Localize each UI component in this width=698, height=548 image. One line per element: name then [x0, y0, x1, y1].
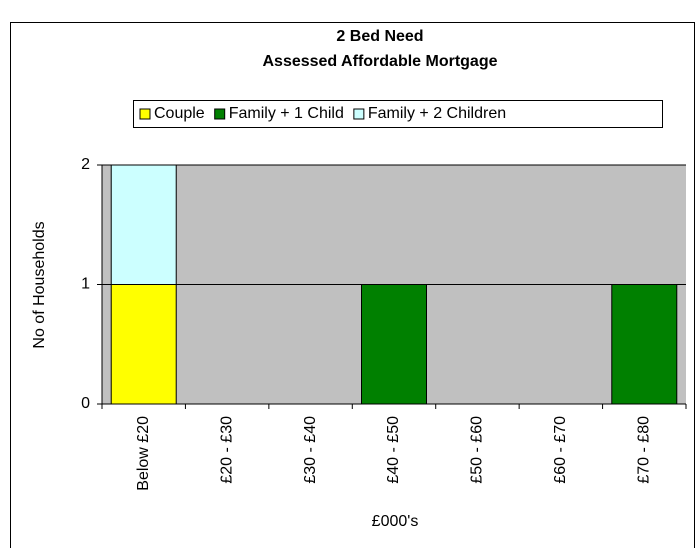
chart-title: 2 Bed Need — [336, 28, 423, 45]
x-tick-label: £30 - £40 — [302, 416, 319, 484]
legend-swatch — [214, 108, 226, 120]
x-tick-label: £70 - £80 — [636, 416, 653, 484]
chart-subtitle: Assessed Affordable Mortgage — [262, 53, 497, 70]
x-tick-label: £60 - £70 — [552, 416, 569, 484]
legend: Couple Family + 1 Child Family + 2 Childre… — [133, 100, 663, 128]
bar-segment — [611, 284, 678, 405]
y-tick-label: 2 — [81, 156, 90, 173]
x-axis-label: £000's — [372, 513, 419, 530]
legend-label: Couple — [154, 105, 205, 122]
x-tick-label: £40 - £50 — [385, 416, 402, 484]
y-axis-label: No of Households — [31, 221, 48, 348]
legend-swatch — [353, 108, 365, 120]
bar-segment — [361, 284, 427, 405]
legend-swatch — [139, 108, 151, 120]
y-tick-label: 1 — [81, 276, 90, 293]
legend-label: Family + 1 Child — [229, 105, 344, 122]
x-tick-label: Below £20 — [135, 416, 152, 491]
x-tick-label: £50 - £60 — [469, 416, 486, 484]
bar-segment — [110, 164, 177, 285]
x-tick-label: £20 - £30 — [218, 416, 235, 484]
legend-label: Family + 2 Children — [368, 105, 506, 122]
y-tick-label: 0 — [81, 395, 90, 412]
bar-segment — [110, 284, 177, 405]
